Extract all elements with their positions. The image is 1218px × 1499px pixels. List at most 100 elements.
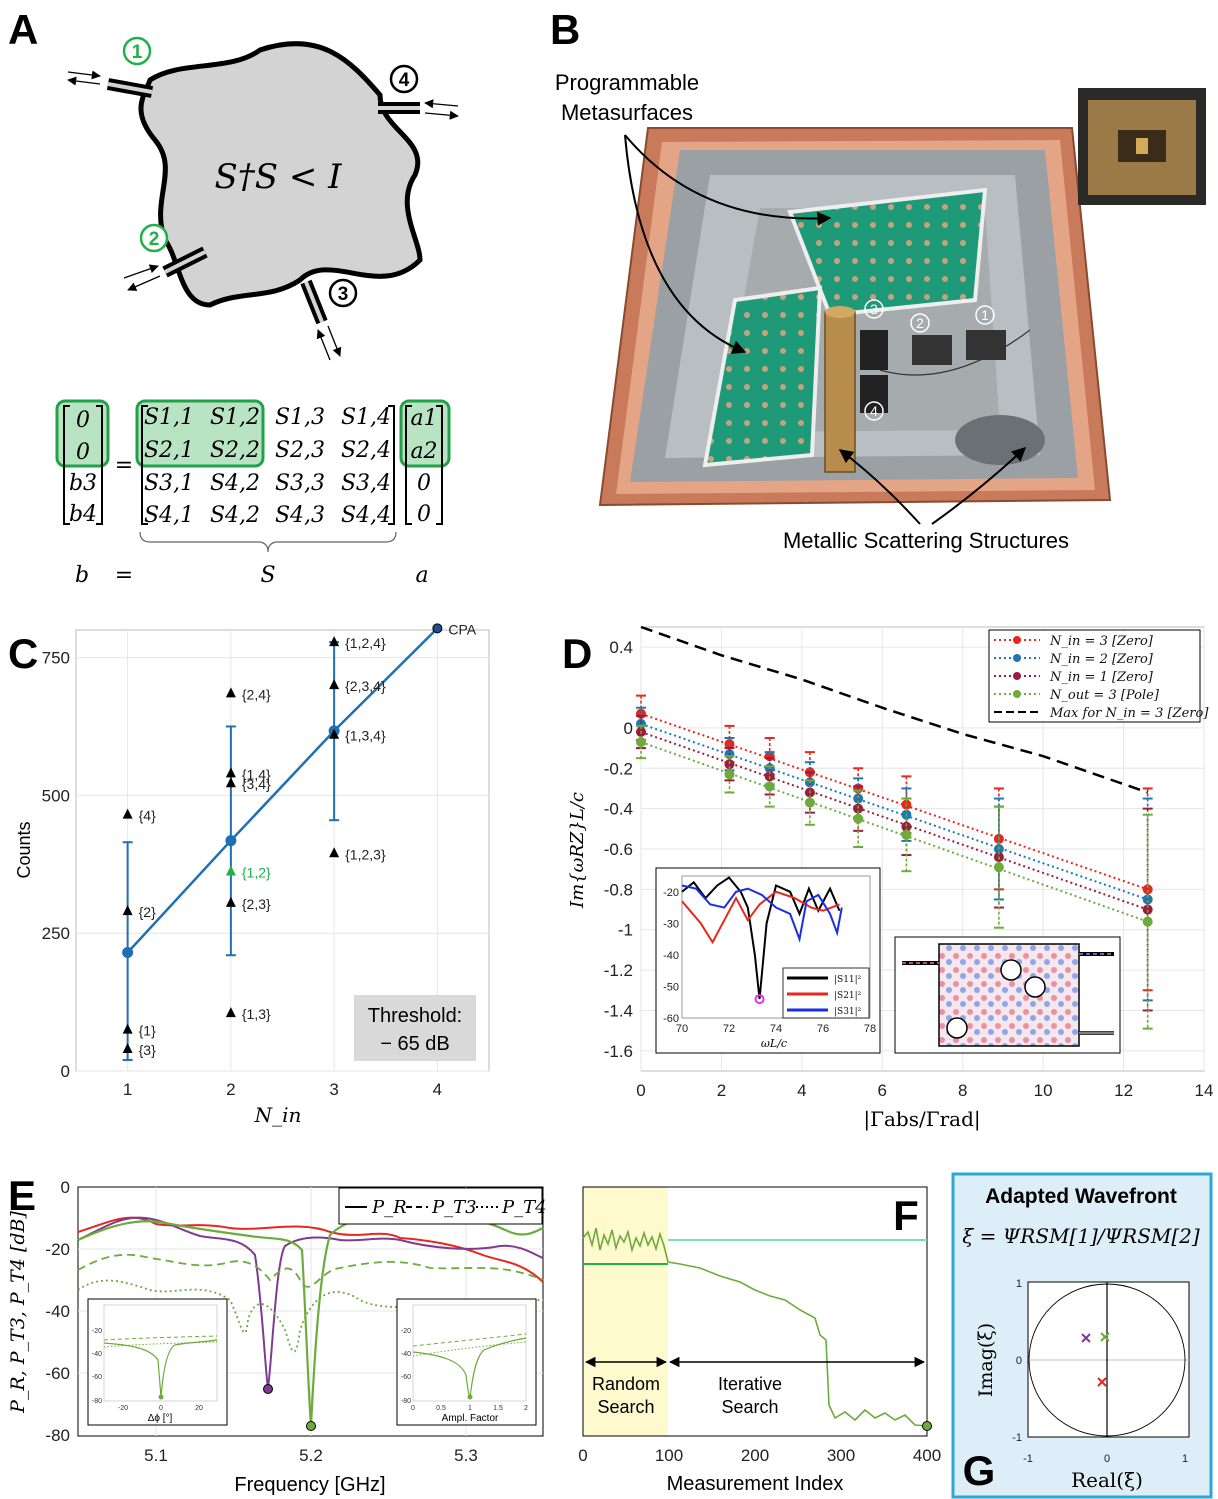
photo-port-2: 2 [916, 315, 924, 331]
label-b: b [75, 563, 89, 588]
c-subset-label: {2} [139, 904, 156, 920]
a-entry-3: 0 [417, 471, 431, 496]
panel-e-letter: E [8, 1172, 36, 1219]
photo-port-4: 4 [870, 403, 878, 419]
e-xtick-0: 5.1 [144, 1446, 168, 1465]
c-xtick: 1 [123, 1080, 132, 1099]
c-subset-marker [329, 847, 340, 858]
c-subset-marker [122, 905, 133, 916]
c-mean-point [225, 835, 237, 847]
d-inset-ytick: -50 [663, 981, 679, 993]
scatterers-label: Metallic Scattering Structures [783, 528, 1069, 553]
d-legend-marker [1013, 672, 1021, 680]
c-subset-label: {1,2,4} [345, 635, 386, 651]
d-ytick: 0 [624, 719, 633, 738]
curve-pr-purple [77, 1216, 544, 1389]
b-entry-3: b3 [69, 471, 97, 496]
d-legend-marker [1013, 690, 1021, 698]
e-ytick-2: -40 [45, 1302, 70, 1321]
d-inset-ytick: -30 [663, 918, 679, 930]
d-inset-xtick: 72 [723, 1023, 735, 1035]
d-legend-marker [1013, 636, 1021, 644]
panel-c-letter: C [8, 630, 38, 677]
metasurface-left [702, 285, 823, 468]
c-subset-label: {1,3,4} [345, 728, 386, 744]
f-xtick-2: 200 [741, 1446, 769, 1465]
c-cpa-label: CPA [448, 621, 476, 637]
s-12: S1,2 [210, 405, 260, 430]
e-inl-xlabel: Δϕ [°] [148, 1413, 173, 1424]
d-xtick: 14 [1195, 1081, 1214, 1100]
d-max-line [640, 625, 1149, 794]
e-ytick-3: -60 [45, 1364, 70, 1383]
g-ytick-1: 0 [1016, 1355, 1022, 1367]
threshold-line-1: Threshold: [368, 1005, 463, 1027]
d-inset-ytick: -60 [663, 1013, 679, 1025]
panel-a-letter: A [8, 6, 38, 53]
c-subset-label: {2,3} [242, 896, 271, 912]
panel-e: E 0 -20 -40 -60 -80 5.1 5.2 5.3 Frequenc… [7, 1172, 547, 1496]
c-subset-marker [225, 767, 236, 778]
label-equals: = [115, 563, 133, 588]
d-ytick: -0.6 [604, 840, 633, 859]
g-xtick-1: 0 [1104, 1453, 1110, 1465]
panel-b: B 3 2 1 4 [550, 6, 1206, 553]
s-42: S4,2 [210, 503, 260, 528]
e-inr-ytick-3: -80 [401, 1398, 411, 1405]
c-subset-label: {2,4} [242, 686, 271, 702]
antenna-1 [966, 330, 1006, 360]
e-inr-xlabel: Ampl. Factor [442, 1413, 499, 1424]
d-inset-xtick: 78 [864, 1023, 876, 1035]
c-subset-marker [225, 687, 236, 698]
e-inr-xtick-4: 2 [524, 1405, 528, 1412]
c-subset-label: {1,2} [242, 864, 271, 880]
random-search-line-1: Random [592, 1374, 660, 1394]
c-subset-label: {1,2,3} [345, 846, 386, 862]
threshold-line-2: − 65 dB [380, 1033, 450, 1055]
c-subset-label: {1} [139, 1023, 156, 1039]
b-entry-1: 0 [76, 408, 90, 433]
s-41: S4,1 [144, 503, 194, 528]
c-subset-label: {3} [139, 1042, 156, 1058]
c-subset-marker [122, 1023, 133, 1034]
min-purple [263, 1384, 273, 1394]
c-ytick: 0 [61, 1062, 70, 1081]
d-point [804, 797, 815, 808]
matrix-equals: = [115, 453, 133, 478]
d-inset-legend-label: |S11|² [834, 975, 862, 985]
s-23: S2,3 [275, 438, 325, 463]
d-inset-xtick: 76 [817, 1023, 829, 1035]
g-title: Adapted Wavefront [985, 1185, 1177, 1208]
photo-port-3: 3 [870, 301, 878, 317]
d-ytick: -1.6 [604, 1042, 633, 1061]
c-subset-marker [225, 777, 236, 788]
d-legend-label: N_out = 3 [Pole] [1049, 688, 1160, 703]
iterative-search-line-2: Search [721, 1397, 778, 1417]
port-2-label: 2 [149, 229, 160, 250]
c-xtick: 2 [226, 1080, 235, 1099]
g-ytick-2: -1 [1012, 1432, 1022, 1444]
f-xtick-4: 400 [913, 1446, 941, 1465]
g-ylabel: Imag(ξ) [975, 1323, 997, 1397]
c-subset-label: {4} [139, 808, 156, 824]
d-legend-marker [1013, 654, 1021, 662]
d-xtick: 4 [797, 1081, 806, 1100]
e-inl-xtick-1: 0 [159, 1405, 163, 1412]
plot-c-ticks: 1 2 3 4 0 250 500 750 [42, 649, 442, 1099]
d-ytick: -1.2 [604, 961, 633, 980]
c-subset-marker [225, 1007, 236, 1018]
unit-circle [1028, 1283, 1186, 1437]
panel-d: D 0 2 4 6 8 10 12 14 0.4 0 -0.2 -0.4 -0.6 -0.8 -1 -1.2 -… [562, 625, 1214, 1132]
e-inr-ytick-2: -60 [401, 1374, 411, 1381]
s-14: S1,4 [341, 405, 391, 430]
s-brace [139, 531, 397, 553]
c-subset-label: {1,4} [242, 766, 271, 782]
panel-f-letter: F [893, 1192, 919, 1239]
e-xtick-2: 5.3 [454, 1446, 478, 1465]
d-ytick: -0.8 [604, 880, 633, 899]
d-inset-xtick: 70 [676, 1023, 688, 1035]
b-entry-2: 0 [76, 440, 90, 465]
a-entry-4: 0 [417, 502, 431, 527]
e-legend-pr: P_R [371, 1197, 407, 1218]
port-4-label: 4 [399, 70, 410, 91]
